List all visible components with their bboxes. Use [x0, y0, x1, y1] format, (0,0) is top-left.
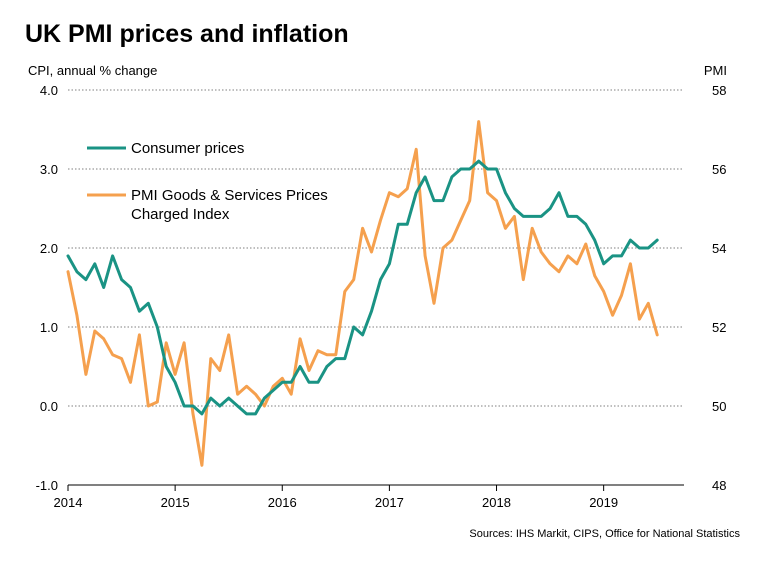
left-tick-label: -1.0	[36, 478, 58, 493]
legend-label-pmi-prices: PMI Goods & Services Prices	[131, 187, 328, 204]
series-lines	[66, 120, 659, 467]
right-axis-ticks: 48 50 52 54 56 58	[712, 83, 726, 493]
x-axis: 2014 2015 2016 2017 2018 2019	[54, 484, 684, 510]
left-tick-label: 4.0	[40, 83, 58, 98]
left-axis-ticks: -1.0 0.0 1.0 2.0 3.0 4.0	[36, 83, 58, 493]
left-tick-label: 1.0	[40, 320, 58, 335]
legend: Consumer prices PMI Goods & Services Pric…	[87, 140, 328, 223]
x-tick-label: 2018	[482, 495, 511, 510]
source-note: Sources: IHS Markit, CIPS, Office for Na…	[469, 528, 740, 540]
left-tick-label: 3.0	[40, 162, 58, 177]
x-tick-label: 2019	[589, 495, 618, 510]
right-tick-label: 50	[712, 399, 726, 414]
x-tick-label: 2017	[375, 495, 404, 510]
left-tick-label: 0.0	[40, 399, 58, 414]
legend-label-consumer-prices: Consumer prices	[131, 140, 244, 157]
gridlines	[68, 89, 684, 407]
pmi-prices-line	[66, 120, 659, 467]
x-tick-label: 2016	[268, 495, 297, 510]
chart-title: UK PMI prices and inflation	[25, 20, 349, 48]
consumer-prices-line	[66, 159, 659, 416]
right-tick-label: 56	[712, 162, 726, 177]
right-tick-label: 58	[712, 83, 726, 98]
x-tick-label: 2014	[54, 495, 83, 510]
right-tick-label: 52	[712, 320, 726, 335]
legend-label-pmi-prices: Charged Index	[131, 206, 230, 223]
right-tick-label: 48	[712, 478, 726, 493]
right-axis-label: PMI	[704, 63, 727, 78]
left-axis-label: CPI, annual % change	[28, 63, 157, 78]
left-tick-label: 2.0	[40, 241, 58, 256]
x-tick-label: 2015	[161, 495, 190, 510]
right-tick-label: 54	[712, 241, 726, 256]
